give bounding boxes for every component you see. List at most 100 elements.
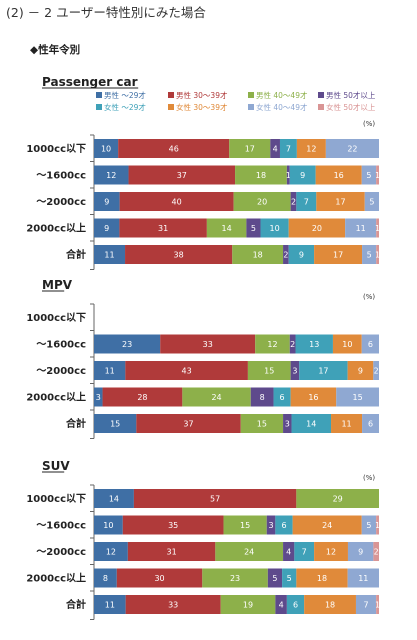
- bar-segment: [283, 542, 295, 561]
- data-label: 5: [366, 171, 371, 180]
- chart-2: MPV(%)1000cc以下～1600cc 23 33 12 2 13 10 6～2000cc…: [26, 278, 379, 439]
- bar-segment: [290, 387, 337, 407]
- data-label: 9: [300, 171, 305, 180]
- legend-swatch: [168, 104, 174, 110]
- bar-segment: [94, 489, 134, 508]
- legend-item: 男性 40～49才: [256, 90, 308, 100]
- bar-segment: [316, 192, 365, 211]
- bar-segment: [336, 387, 379, 407]
- data-label: 4: [286, 548, 291, 557]
- legend-item: 男性 50才以上: [326, 90, 376, 100]
- data-label: 20: [312, 224, 322, 233]
- data-label: 1: [286, 171, 291, 180]
- bar-segment: [202, 568, 268, 588]
- bar-segment: [361, 334, 379, 354]
- category-label: ～1600cc: [36, 521, 86, 532]
- bar-segment: [376, 218, 379, 238]
- data-label: 37: [177, 171, 187, 180]
- bar-segment: [288, 245, 315, 264]
- legend-item: 女性 50才以上: [326, 102, 376, 112]
- bar-segment: [94, 542, 128, 561]
- bar-segment: [362, 245, 377, 264]
- data-label: 1: [375, 171, 380, 180]
- bar-segment: [94, 245, 126, 264]
- category-label: 合計: [65, 598, 86, 611]
- data-label: 14: [109, 495, 119, 504]
- chart-title: MPV: [42, 278, 73, 292]
- bar-segment: [116, 568, 203, 588]
- bar-segment: [288, 218, 346, 238]
- bar-segment: [260, 218, 289, 238]
- bar-segment: [282, 568, 297, 588]
- bar-segment: [182, 387, 251, 407]
- bar-segment: [246, 218, 261, 238]
- data-label: 6: [368, 340, 373, 349]
- category-label: 1000cc以下: [26, 312, 86, 324]
- data-label: 19: [243, 601, 253, 610]
- data-label: 15: [257, 420, 267, 429]
- data-label: 7: [363, 601, 368, 610]
- bar-segment: [289, 165, 316, 185]
- bar-segment: [233, 192, 291, 211]
- bar-segment: [331, 414, 363, 433]
- chart-3: SUV(%)1000cc以下 14 57 29～1600cc 10 35 15 3 6 24 5 1～…: [26, 459, 380, 620]
- data-label: 2: [283, 251, 288, 260]
- category-label: 1000cc以下: [26, 143, 86, 155]
- data-label: 18: [325, 601, 335, 610]
- bar-segment: [125, 361, 248, 380]
- bar-segment: [296, 192, 317, 211]
- data-label: 11: [356, 224, 366, 233]
- category-label: 2000cc以上: [26, 572, 86, 585]
- data-label: 23: [122, 340, 132, 349]
- data-label: 15: [110, 420, 120, 429]
- data-label: 11: [105, 367, 115, 376]
- data-label: 6: [293, 601, 298, 610]
- legend-swatch: [318, 92, 324, 98]
- data-label: 5: [272, 574, 277, 583]
- data-label: 4: [279, 601, 284, 610]
- data-label: 30: [154, 574, 164, 583]
- bar-segment: [315, 165, 362, 185]
- bar-segment: [283, 414, 292, 433]
- chart-title: Passenger car: [42, 75, 138, 89]
- bar-segment: [119, 192, 234, 211]
- bar-segment: [127, 542, 216, 561]
- bar-segment: [133, 489, 297, 508]
- category-label: 1000cc以下: [26, 493, 86, 505]
- data-label: 35: [168, 521, 178, 530]
- data-label: 9: [104, 198, 109, 207]
- bar-segment: [235, 165, 287, 185]
- legend-swatch: [96, 92, 102, 98]
- bar-segment: [220, 595, 276, 614]
- data-label: 12: [106, 171, 116, 180]
- bar-segment: [355, 595, 377, 614]
- bar-segment: [290, 361, 300, 380]
- bar-segment: [94, 387, 103, 407]
- bar-segment: [325, 139, 379, 158]
- category-label: ～1600cc: [36, 171, 86, 182]
- data-label: 11: [358, 574, 368, 583]
- bar-segment: [128, 165, 236, 185]
- bar-segment: [279, 139, 297, 158]
- data-label: 24: [322, 521, 332, 530]
- bar-segment: [376, 515, 379, 535]
- category-label: ～2000cc: [36, 366, 86, 377]
- bar-segment: [292, 515, 362, 535]
- data-label: 3: [96, 393, 101, 402]
- data-label: 5: [366, 521, 371, 530]
- data-label: 23: [230, 574, 240, 583]
- data-label: 2: [374, 367, 379, 376]
- bar-segment: [229, 139, 271, 158]
- data-label: 5: [251, 224, 256, 233]
- bar-segment: [296, 139, 326, 158]
- data-label: 14: [222, 224, 232, 233]
- bar-segment: [118, 139, 230, 158]
- data-label: 24: [244, 548, 254, 557]
- bar-segment: [94, 414, 137, 433]
- data-label: 33: [168, 601, 178, 610]
- bar-segment: [94, 334, 161, 354]
- bar-segment: [347, 361, 374, 380]
- data-label: 17: [335, 198, 345, 207]
- bar-segment: [215, 542, 284, 561]
